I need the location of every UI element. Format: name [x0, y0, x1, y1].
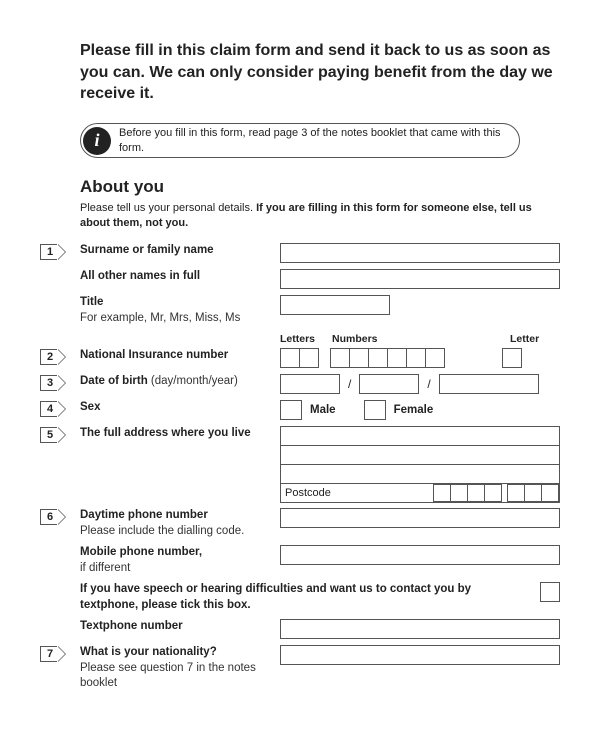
nationality-input[interactable] — [280, 645, 560, 665]
q2-row: 2 National Insurance number — [40, 348, 560, 368]
sex-female-label: Female — [394, 403, 434, 419]
surname-input[interactable] — [280, 243, 560, 263]
daytime-phone-input[interactable] — [280, 508, 560, 528]
postcode-cell[interactable] — [524, 484, 542, 502]
dob-year-input[interactable] — [439, 374, 539, 394]
postcode-cell[interactable] — [484, 484, 502, 502]
q5-number: 5 — [40, 427, 57, 443]
sex-male-checkbox[interactable] — [280, 400, 302, 420]
textphone-number-input[interactable] — [280, 619, 560, 639]
othernames-input[interactable] — [280, 269, 560, 289]
ni-hdr-numbers: Numbers — [332, 332, 452, 346]
q1b-row: All other names in full — [40, 269, 560, 289]
q3-row: 3 Date of birth (day/month/year) / / — [40, 374, 560, 394]
ni-number-cell[interactable] — [368, 348, 388, 368]
postcode-cell[interactable] — [507, 484, 525, 502]
ni-number-cell[interactable] — [349, 348, 369, 368]
address-line-input[interactable] — [280, 445, 560, 465]
q2-number: 2 — [40, 349, 57, 365]
q5-label: The full address where you live — [80, 427, 251, 439]
q6d-row: Textphone number — [40, 619, 560, 639]
ni-hdr-letter: Letter — [510, 332, 539, 346]
address-line-input[interactable] — [280, 426, 560, 446]
q7-sub: Please see question 7 in the notes bookl… — [80, 662, 256, 690]
address-line-input[interactable] — [280, 464, 560, 484]
info-icon: i — [83, 127, 111, 155]
q3-number: 3 — [40, 375, 57, 391]
postcode-label: Postcode — [281, 486, 343, 501]
ni-number-cell[interactable] — [330, 348, 350, 368]
ni-number-cell[interactable] — [406, 348, 426, 368]
q2-header-row: Letters Numbers Letter — [40, 332, 560, 348]
q4-label: Sex — [80, 401, 100, 413]
intro-text: Please fill in this claim form and send … — [80, 40, 560, 105]
q6c-row: If you have speech or hearing difficulti… — [40, 582, 560, 613]
mobile-phone-input[interactable] — [280, 545, 560, 565]
q1-label: Surname or family name — [80, 244, 214, 256]
q6b-row: Mobile phone number, if different — [40, 545, 560, 576]
q6b-label: Mobile phone number, — [80, 546, 202, 558]
info-note-text: Before you fill in this form, read page … — [119, 126, 509, 156]
section-subtitle: Please tell us your personal details. If… — [80, 201, 560, 231]
q7-number: 7 — [40, 646, 57, 662]
q6-row: 6 Daytime phone number Please include th… — [40, 508, 560, 539]
q6-label: Daytime phone number — [80, 509, 208, 521]
section-title: About you — [80, 176, 560, 199]
postcode-cell[interactable] — [467, 484, 485, 502]
dob-sep: / — [419, 376, 438, 392]
q6-number: 6 — [40, 509, 57, 525]
postcode-cell[interactable] — [541, 484, 559, 502]
q6b-sub: if different — [80, 562, 130, 574]
q3-label: Date of birth — [80, 375, 151, 387]
q4-row: 4 Sex Male Female — [40, 400, 560, 420]
q1c-row: Title For example, Mr, Mrs, Miss, Ms — [40, 295, 560, 326]
q7-row: 7 What is your nationality? Please see q… — [40, 645, 560, 692]
postcode-row: Postcode — [280, 483, 560, 503]
q6-sub: Please include the dialling code. — [80, 525, 244, 537]
postcode-cell[interactable] — [450, 484, 468, 502]
dob-month-input[interactable] — [359, 374, 419, 394]
q6d-label: Textphone number — [80, 620, 183, 632]
ni-number-cell[interactable] — [425, 348, 445, 368]
q1c-sub: For example, Mr, Mrs, Miss, Ms — [80, 312, 240, 324]
ni-hdr-letters: Letters — [280, 332, 320, 346]
ni-cells — [280, 348, 560, 368]
q7-label: What is your nationality? — [80, 646, 217, 658]
info-pill: i Before you fill in this form, read pag… — [80, 123, 520, 159]
q1c-label: Title — [80, 296, 103, 308]
title-input[interactable] — [280, 295, 390, 315]
dob-day-input[interactable] — [280, 374, 340, 394]
dob-sep: / — [340, 376, 359, 392]
q1-row: 1 Surname or family name — [40, 243, 560, 263]
sex-female-checkbox[interactable] — [364, 400, 386, 420]
ni-final-letter-cell[interactable] — [502, 348, 522, 368]
sex-male-label: Male — [310, 403, 336, 419]
q1b-label: All other names in full — [80, 270, 200, 282]
q1-number: 1 — [40, 244, 57, 260]
textphone-tickbox[interactable] — [540, 582, 560, 602]
postcode-cell[interactable] — [433, 484, 451, 502]
textphone-text: If you have speech or hearing difficulti… — [80, 582, 530, 613]
ni-letter-cell[interactable] — [299, 348, 319, 368]
q3-sub: (day/month/year) — [151, 375, 238, 387]
q4-number: 4 — [40, 401, 57, 417]
q2-label: National Insurance number — [80, 349, 228, 361]
ni-letter-cell[interactable] — [280, 348, 300, 368]
section-sub-plain: Please tell us your personal details. — [80, 202, 256, 214]
q5-row: 5 The full address where you live Postco… — [40, 426, 560, 502]
ni-number-cell[interactable] — [387, 348, 407, 368]
